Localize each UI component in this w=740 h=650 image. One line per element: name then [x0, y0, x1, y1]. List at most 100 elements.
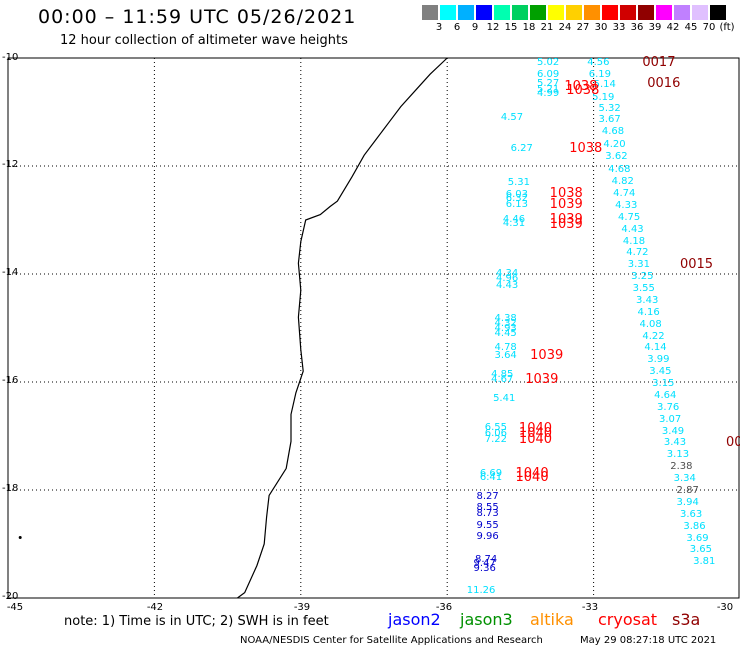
wave-height-value: 8.27 — [476, 491, 499, 503]
wave-height-value: 4.43 — [621, 223, 644, 235]
satellite-s3a: s3a — [672, 610, 701, 629]
wave-height-value: 3.34 — [673, 473, 696, 485]
wave-height-value: 4.72 — [626, 247, 649, 259]
color-swatch — [530, 5, 546, 20]
map-grid — [8, 58, 740, 598]
scale-tick-label: 36 — [630, 22, 644, 33]
satellite-altika: altika — [530, 610, 574, 629]
wave-height-value: 4.93 — [494, 323, 517, 334]
wave-height-value: 4.20 — [603, 139, 626, 151]
wave-height-value: 3.69 — [686, 532, 709, 544]
color-swatch — [710, 5, 726, 20]
wave-height-value: 8.73 — [476, 507, 499, 519]
wave-height-value: 4.99 — [536, 88, 560, 100]
wave-height-value: 5.41 — [493, 393, 516, 405]
wave-height-value: 6.69 — [479, 467, 503, 479]
pass-time-label: 1040 — [515, 465, 549, 481]
wave-height-value: 4.82 — [611, 176, 634, 188]
credit-text: NOAA/NESDIS Center for Satellite Applica… — [240, 635, 543, 646]
islands — [18, 536, 22, 540]
wave-height-value: 4.34 — [496, 267, 519, 279]
wave-height-value: 4.67 — [491, 374, 514, 386]
color-swatch — [692, 5, 708, 20]
color-swatch — [638, 5, 654, 20]
wave-height-value: 4.18 — [622, 235, 646, 247]
lon-label: -42 — [146, 602, 164, 613]
wave-height-value: 4.14 — [644, 342, 667, 354]
lon-label: -36 — [435, 602, 453, 613]
pass-time-label: 0016 — [647, 76, 681, 92]
wave-height-value: 3.99 — [647, 354, 670, 366]
wave-height-value: 4.68 — [601, 126, 625, 138]
footer-note: note: 1) Time is in UTC; 2) SWH is in fe… — [64, 614, 329, 629]
wave-height-value: 4.08 — [639, 318, 662, 330]
wave-height-value: 5.14 — [593, 78, 616, 90]
color-swatch — [566, 5, 582, 20]
wave-height-value: 3.25 — [631, 271, 654, 283]
scale-tick-label: 3 — [435, 22, 443, 33]
wave-height-value: 2.87 — [676, 485, 699, 496]
wave-height-value: 5.27 — [536, 77, 560, 89]
wave-height-value: 3.67 — [598, 114, 621, 126]
lon-label: -39 — [293, 602, 311, 613]
scale-unit-label: (ft) — [719, 22, 735, 33]
lon-label: -45 — [6, 602, 24, 613]
wave-height-value: 4.33 — [615, 199, 638, 211]
wave-height-value: 6.13 — [505, 198, 529, 210]
scale-tick-label: 42 — [666, 22, 680, 33]
pass-time-label: 1039 — [549, 217, 583, 233]
pass-time-label: 1038 — [564, 79, 598, 95]
wave-height-value: 3.07 — [658, 413, 682, 425]
map-title: 00:00 – 11:59 UTC 05/26/2021 — [38, 6, 357, 28]
wave-height-value: 4.22 — [642, 330, 665, 342]
color-swatch — [656, 5, 672, 20]
scale-tick-label: 21 — [540, 22, 554, 33]
wave-height-value: 4.57 — [500, 112, 524, 124]
wave-height-value: 6.41 — [479, 472, 503, 484]
lat-label: -18 — [2, 483, 19, 494]
wave-height-value: 3.62 — [605, 151, 628, 163]
wave-height-value: 6.55 — [484, 421, 508, 433]
scale-tick-label: 30 — [594, 22, 608, 33]
wave-height-value: 6.32 — [505, 193, 529, 205]
wave-height-value: 6.09 — [536, 69, 560, 81]
wave-height-value: 3.15 — [652, 378, 675, 390]
wave-height-value: 2.38 — [670, 461, 693, 473]
wave-height-value: 4.68 — [608, 164, 631, 176]
lat-label: -10 — [2, 52, 19, 63]
scale-tick-label: 45 — [684, 22, 698, 33]
wave-height-value: 3.49 — [661, 425, 685, 437]
wave-height-value: 3.94 — [676, 496, 699, 508]
color-swatch — [584, 5, 600, 20]
wave-height-value: 4.78 — [494, 342, 517, 354]
wave-height-value: 3.31 — [627, 259, 651, 271]
wave-height-value: 5.31 — [507, 177, 530, 189]
satellite-jason3: jason3 — [460, 610, 513, 629]
wave-height-value: 4.45 — [494, 328, 517, 340]
scale-tick-label: 24 — [558, 22, 572, 33]
wave-height-value: 5.02 — [536, 56, 560, 68]
color-swatch — [440, 5, 456, 20]
scale-tick-label: 39 — [648, 22, 662, 33]
lat-label: -16 — [2, 375, 19, 386]
scale-tick-label: 27 — [576, 22, 590, 33]
wave-height-value: 4.85 — [491, 369, 514, 381]
pass-time-label: 1039 — [549, 196, 583, 212]
wave-height-value: 3.63 — [679, 508, 703, 520]
wave-height-value: 3.55 — [632, 283, 655, 295]
wave-height-value: 4.56 — [587, 56, 610, 68]
map-frame — [7, 57, 740, 599]
wave-height-value: 3.64 — [494, 350, 517, 361]
wave-height-value: 3.81 — [693, 556, 716, 568]
wave-height-value: 9.55 — [476, 520, 499, 532]
pass-time-label: 1039 — [530, 348, 564, 363]
coastline — [237, 57, 448, 599]
color-swatch — [458, 5, 474, 20]
lat-label: -12 — [2, 159, 19, 170]
scale-tick-label: 18 — [522, 22, 536, 33]
scale-tick-label: 70 — [702, 22, 716, 33]
wave-height-value: 5.21 — [536, 84, 560, 96]
map-subtitle: 12 hour collection of altimeter wave hei… — [60, 33, 348, 48]
generated-timestamp: May 29 08:27:18 UTC 2021 — [580, 635, 717, 646]
